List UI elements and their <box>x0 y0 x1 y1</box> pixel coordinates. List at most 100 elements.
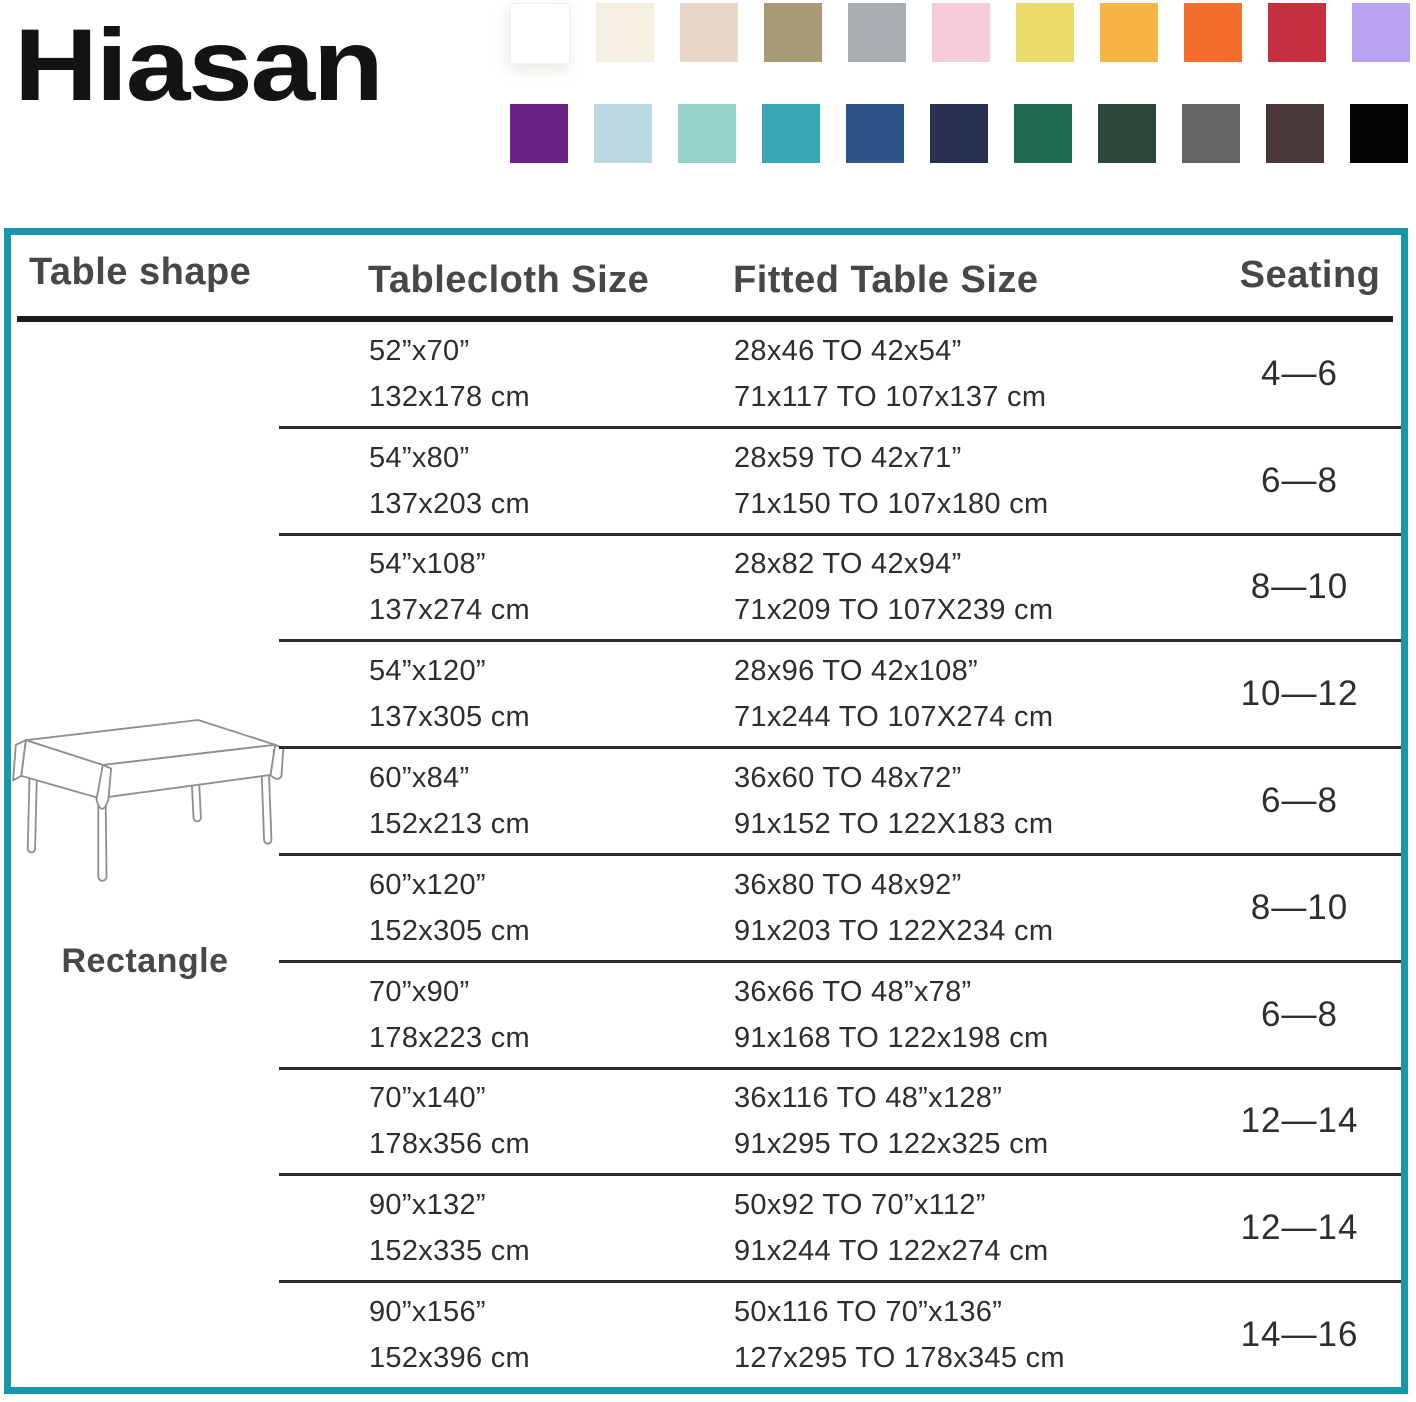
tablecloth-size-inches: 90”x132” <box>369 1189 486 1222</box>
color-swatch-grid <box>510 3 1410 163</box>
seating-cell: 8—10 <box>1250 887 1349 927</box>
color-swatch <box>1098 104 1156 163</box>
table-row: 54”x80” 137x203 cm 28x59 TO 42x71” 71x15… <box>279 429 1401 536</box>
color-swatch <box>678 104 736 163</box>
color-swatch <box>930 104 988 163</box>
tablecloth-size-cm: 152x335 cm <box>369 1235 530 1268</box>
seating-cell: 10—12 <box>1240 674 1359 714</box>
table-leg <box>260 763 273 845</box>
tablecloth-size-inches: 60”x120” <box>369 868 486 901</box>
fitted-size-inches: 36x80 TO 48x92” <box>734 868 962 901</box>
color-swatch <box>1100 3 1158 62</box>
color-swatch <box>764 3 822 62</box>
column-header-tablecloth-size: Tablecloth Size <box>368 259 650 301</box>
tablecloth-size-inches: 90”x156” <box>369 1296 486 1329</box>
column-header-seating: Seating <box>1239 254 1381 296</box>
color-swatch <box>1016 3 1074 62</box>
tablecloth-size-cell: 52”x70” 132x178 cm <box>369 328 734 420</box>
header-underline <box>17 316 1393 322</box>
table-shape-column: Rectangle <box>11 322 285 1387</box>
fitted-size-cm: 91x203 TO 122X234 cm <box>734 914 1054 947</box>
fitted-size-cm: 71x150 TO 107x180 cm <box>734 487 1049 520</box>
tablecloth-size-cell: 54”x108” 137x274 cm <box>369 541 734 633</box>
table-leg <box>26 773 38 854</box>
table-row: 70”x90” 178x223 cm 36x66 TO 48”x78” 91x1… <box>279 963 1401 1070</box>
tablecloth-size-cm: 132x178 cm <box>369 380 530 413</box>
color-swatch <box>1182 104 1240 163</box>
table-row: 90”x132” 152x335 cm 50x92 TO 70”x112” 91… <box>279 1176 1401 1284</box>
seating-cell: 12—14 <box>1240 1101 1359 1141</box>
tablecloth-size-inches: 54”x108” <box>369 548 486 581</box>
color-swatch <box>594 104 652 163</box>
color-swatch <box>680 3 738 62</box>
table-row: 90”x156” 152x396 cm 50x116 TO 70”x136” 1… <box>279 1283 1401 1387</box>
fitted-size-inches: 36x116 TO 48”x128” <box>734 1082 1003 1115</box>
color-swatch <box>1266 104 1324 163</box>
fitted-size-inches: 50x116 TO 70”x136” <box>734 1296 1003 1329</box>
fitted-table-size-cell: 50x92 TO 70”x112” 91x244 TO 122x274 cm <box>734 1182 1234 1274</box>
size-chart: Table shape Tablecloth Size Fitted Table… <box>4 228 1408 1394</box>
fitted-table-size-cell: 36x80 TO 48x92” 91x203 TO 122X234 cm <box>734 862 1234 954</box>
tablecloth-size-cell: 90”x156” 152x396 cm <box>369 1289 734 1381</box>
fitted-size-inches: 50x92 TO 70”x112” <box>734 1189 986 1222</box>
table-row: 54”x108” 137x274 cm 28x82 TO 42x94” 71x2… <box>279 536 1401 643</box>
color-swatch <box>848 3 906 62</box>
tablecloth-size-inches: 54”x80” <box>369 441 470 474</box>
tablecloth-size-cm: 137x274 cm <box>369 594 530 627</box>
color-swatch <box>1268 3 1326 62</box>
tablecloth-size-cell: 54”x120” 137x305 cm <box>369 648 734 740</box>
column-header-table-shape: Table shape <box>29 251 252 293</box>
tablecloth-size-cell: 70”x140” 178x356 cm <box>369 1075 734 1167</box>
tablecloth-size-cell: 60”x84” 152x213 cm <box>369 755 734 847</box>
tablecloth-size-cm: 137x305 cm <box>369 701 530 734</box>
seating-cell: 4—6 <box>1261 353 1338 393</box>
color-swatch <box>1350 104 1408 163</box>
size-chart-header: Table shape Tablecloth Size Fitted Table… <box>11 235 1401 316</box>
fitted-table-size-cell: 36x116 TO 48”x128” 91x295 TO 122x325 cm <box>734 1075 1234 1167</box>
table-row: 60”x84” 152x213 cm 36x60 TO 48x72” 91x15… <box>279 749 1401 856</box>
fitted-table-size-cell: 36x66 TO 48”x78” 91x168 TO 122x198 cm <box>734 969 1234 1061</box>
table-leg <box>97 795 108 882</box>
fitted-table-size-cell: 28x59 TO 42x71” 71x150 TO 107x180 cm <box>734 435 1234 527</box>
fitted-size-inches: 28x96 TO 42x108” <box>734 655 978 688</box>
fitted-size-inches: 28x59 TO 42x71” <box>734 441 962 474</box>
seating-cell: 8—10 <box>1250 567 1349 607</box>
fitted-size-inches: 28x82 TO 42x94” <box>734 548 962 581</box>
fitted-size-cm: 127x295 TO 178x345 cm <box>734 1342 1065 1375</box>
color-swatch <box>1014 104 1072 163</box>
size-rows: 52”x70” 132x178 cm 28x46 TO 42x54” 71x11… <box>279 322 1401 1387</box>
fitted-size-inches: 36x60 TO 48x72” <box>734 762 962 795</box>
color-swatch <box>846 104 904 163</box>
tablecloth-size-cell: 90”x132” 152x335 cm <box>369 1182 734 1274</box>
color-swatch <box>510 3 570 64</box>
table-row: 52”x70” 132x178 cm 28x46 TO 42x54” 71x11… <box>279 322 1401 429</box>
tablecloth-size-cm: 178x356 cm <box>369 1128 530 1161</box>
fitted-size-inches: 28x46 TO 42x54” <box>734 334 962 367</box>
tablecloth-size-cm: 152x305 cm <box>369 914 530 947</box>
tablecloth-size-cm: 152x396 cm <box>369 1342 530 1375</box>
column-header-fitted-table-size: Fitted Table Size <box>733 259 1039 301</box>
fitted-size-cm: 91x152 TO 122X183 cm <box>734 808 1054 841</box>
seating-cell: 6—8 <box>1261 994 1338 1034</box>
fitted-size-cm: 91x295 TO 122x325 cm <box>734 1128 1049 1161</box>
fitted-table-size-cell: 28x96 TO 42x108” 71x244 TO 107X274 cm <box>734 648 1234 740</box>
fitted-table-size-cell: 50x116 TO 70”x136” 127x295 TO 178x345 cm <box>734 1289 1234 1381</box>
fitted-size-cm: 91x168 TO 122x198 cm <box>734 1021 1049 1054</box>
color-swatch <box>762 104 820 163</box>
seating-cell: 14—16 <box>1240 1315 1359 1355</box>
seating-cell: 6—8 <box>1261 460 1338 500</box>
color-swatch <box>596 3 654 62</box>
color-swatch <box>510 104 568 163</box>
tablecloth-size-inches: 54”x120” <box>369 655 486 688</box>
fitted-table-size-cell: 28x82 TO 42x94” 71x209 TO 107X239 cm <box>734 541 1234 633</box>
brand-logo: Hiasan <box>14 8 384 122</box>
color-swatch <box>932 3 990 62</box>
seating-cell: 12—14 <box>1240 1208 1359 1248</box>
tablecloth-size-cell: 54”x80” 137x203 cm <box>369 435 734 527</box>
fitted-size-cm: 71x117 TO 107x137 cm <box>734 380 1047 413</box>
color-swatch <box>1352 3 1410 62</box>
table-row: 54”x120” 137x305 cm 28x96 TO 42x108” 71x… <box>279 642 1401 750</box>
tablecloth-size-inches: 70”x140” <box>369 1082 486 1115</box>
fitted-table-size-cell: 36x60 TO 48x72” 91x152 TO 122X183 cm <box>734 755 1234 847</box>
tablecloth-size-inches: 60”x84” <box>369 762 470 795</box>
